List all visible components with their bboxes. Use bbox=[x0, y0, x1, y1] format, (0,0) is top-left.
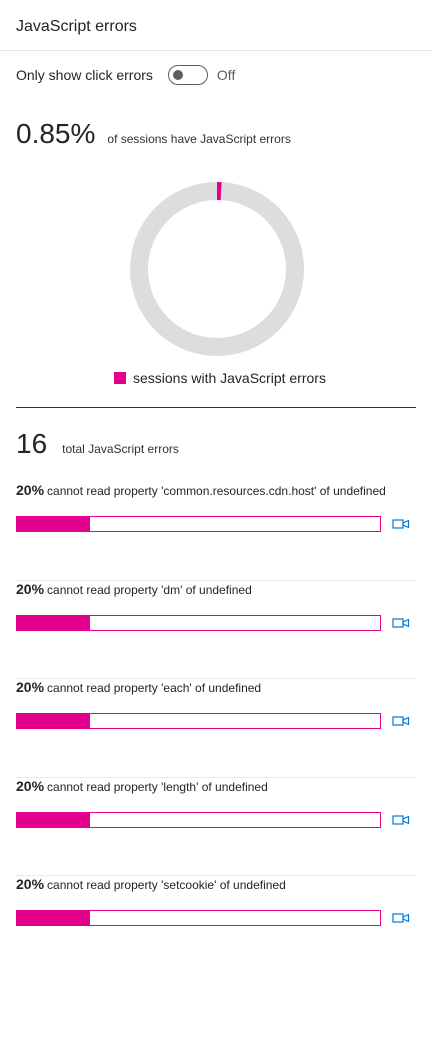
error-share-bar bbox=[16, 614, 381, 631]
error-share-bar-fill bbox=[17, 615, 90, 630]
error-message: cannot read property 'setcookie' of unde… bbox=[47, 878, 286, 892]
error-line: 20% cannot read property 'setcookie' of u… bbox=[16, 876, 286, 892]
error-percent: 20% bbox=[16, 777, 45, 794]
error-message: cannot read property 'dm' of undefined bbox=[47, 582, 252, 597]
error-percent: 20% bbox=[16, 482, 45, 498]
video-camera-icon[interactable] bbox=[392, 617, 410, 629]
error-share-bar bbox=[16, 811, 381, 828]
error-share-bar bbox=[16, 516, 381, 532]
total-errors-count: 16 bbox=[16, 428, 48, 459]
error-share-bar bbox=[16, 713, 381, 729]
error-item: 20% cannot read property 'setcookie' of u… bbox=[16, 876, 416, 975]
error-line: 20% cannot read property 'each' of undefi… bbox=[16, 679, 261, 695]
donut-slice-remaining bbox=[130, 182, 304, 356]
section-divider bbox=[16, 407, 416, 408]
toggle-knob bbox=[172, 70, 183, 80]
error-message: cannot read property 'length' of undefin… bbox=[47, 779, 268, 794]
error-line: 20% cannot read property 'length' of unde… bbox=[16, 778, 268, 794]
error-message: cannot read property 'common.resources.c… bbox=[47, 484, 386, 498]
error-share-bar bbox=[16, 910, 381, 926]
error-item: 20% cannot read property 'common.resource… bbox=[16, 482, 416, 581]
donut-slice-errors bbox=[130, 182, 304, 356]
error-session-description: of sessions have JavaScript errors bbox=[107, 132, 291, 146]
error-percent: 20% bbox=[16, 876, 45, 892]
toggle-state-label: Off bbox=[216, 67, 236, 83]
error-share-bar-fill bbox=[17, 714, 90, 728]
error-item: 20% cannot read property 'dm' of undefine… bbox=[16, 581, 416, 679]
video-camera-icon[interactable] bbox=[392, 518, 410, 530]
click-errors-toggle[interactable] bbox=[167, 65, 208, 85]
video-camera-icon[interactable] bbox=[392, 912, 410, 924]
error-share-bar-fill bbox=[17, 812, 90, 827]
error-session-summary: 0.85% of sessions have JavaScript errors bbox=[16, 118, 291, 150]
toggle-label: Only show click errors bbox=[16, 67, 153, 83]
click-errors-toggle-row: Only show click errors Off bbox=[16, 64, 235, 86]
legend-label: sessions with JavaScript errors bbox=[133, 370, 326, 386]
video-camera-icon[interactable] bbox=[392, 814, 410, 826]
error-line: 20% cannot read property 'common.resource… bbox=[16, 482, 386, 498]
chart-legend: sessions with JavaScript errors bbox=[114, 370, 326, 386]
error-percent: 20% bbox=[16, 580, 45, 597]
total-errors: 16 total JavaScript errors bbox=[16, 428, 179, 460]
legend-swatch bbox=[114, 372, 126, 384]
error-share-bar-fill bbox=[17, 911, 90, 925]
video-camera-icon[interactable] bbox=[392, 715, 410, 727]
error-item: 20% cannot read property 'length' of unde… bbox=[16, 778, 416, 876]
error-session-percent: 0.85% bbox=[16, 118, 96, 149]
panel-title: JavaScript errors bbox=[16, 18, 137, 35]
error-share-bar-fill bbox=[17, 517, 90, 531]
error-line: 20% cannot read property 'dm' of undefine… bbox=[16, 581, 252, 597]
error-percent: 20% bbox=[16, 679, 45, 695]
error-list: 20% cannot read property 'common.resource… bbox=[16, 482, 416, 975]
error-message: cannot read property 'each' of undefined bbox=[47, 681, 262, 695]
panel-header: JavaScript errors bbox=[0, 0, 432, 51]
error-item: 20% cannot read property 'each' of undefi… bbox=[16, 679, 416, 778]
total-errors-label: total JavaScript errors bbox=[62, 442, 179, 456]
sessions-donut-chart bbox=[130, 182, 304, 356]
